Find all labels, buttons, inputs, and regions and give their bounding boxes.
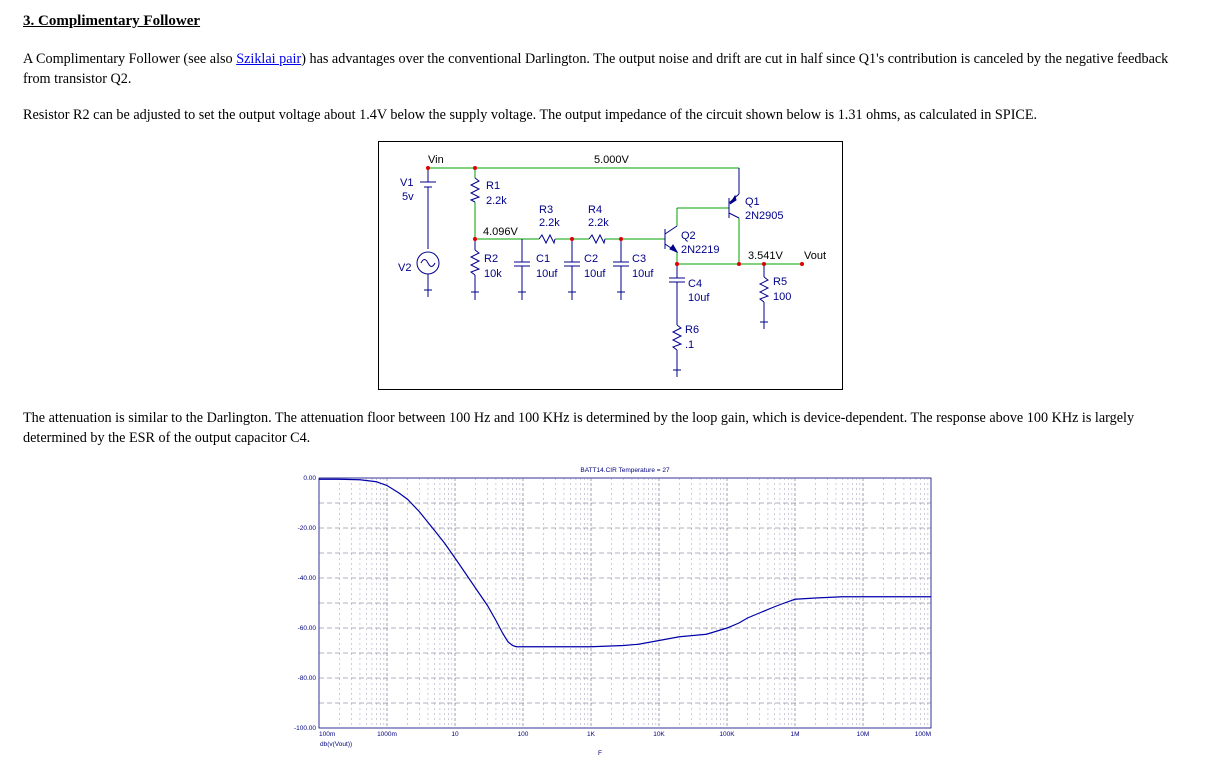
c1-label: C1 <box>536 253 550 265</box>
c3-label: C3 <box>632 253 646 265</box>
r5-label: R5 <box>773 276 787 288</box>
x-tick-label: 1K <box>587 731 596 738</box>
c3-value: 10uf <box>632 268 654 280</box>
intro-text-before: A Complimentary Follower (see also <box>23 51 237 67</box>
y-axis-label: db(v(Vout)) <box>320 741 352 748</box>
c1-value: 10uf <box>536 268 558 280</box>
r2-value: 10k <box>484 268 502 280</box>
x-tick-label: 10K <box>653 731 665 738</box>
x-axis-label: F <box>598 750 602 757</box>
circuit-schematic: Vin 5.000V V1 5v V2 R1 2.2k R3 2.2k R4 2… <box>378 141 843 390</box>
intro-text-after: ) has advantages over the conventional D… <box>23 51 1169 87</box>
r2-label: R2 <box>484 253 498 265</box>
q2-part: 2N2219 <box>681 244 720 256</box>
y-tick-label: -40.00 <box>298 575 317 582</box>
output-voltage-label: 3.541V <box>748 250 784 262</box>
vin-voltage-label: 5.000V <box>594 154 630 166</box>
sziklai-pair-link[interactable]: Sziklai pair <box>236 51 302 67</box>
r2-paragraph: Resistor R2 can be adjusted to set the o… <box>23 107 1038 123</box>
r4-value: 2.2k <box>588 217 609 229</box>
y-tick-label: -80.00 <box>298 675 317 682</box>
x-tick-label: 1000m <box>377 731 397 738</box>
section-heading: 3. Complimentary Follower <box>23 13 201 29</box>
vin-label: Vin <box>428 154 444 166</box>
x-tick-label: 100 <box>518 731 529 738</box>
r6-label: R6 <box>685 324 699 336</box>
chart-title: BATT14.CIR Temperature = 27 <box>580 467 670 474</box>
c4-value: 10uf <box>688 292 710 304</box>
vout-label: Vout <box>804 250 826 262</box>
r3-value: 2.2k <box>539 217 560 229</box>
x-tick-label: 10 <box>451 731 459 738</box>
y-tick-label: -20.00 <box>298 525 317 532</box>
chart-svg: 0.00 -20.00 -40.00 -60.00 -80.00 -100.00 100m… <box>294 467 932 757</box>
y-tick-label: -60.00 <box>298 625 317 632</box>
x-tick-label: 1M <box>790 731 799 738</box>
c4-label: C4 <box>688 278 702 290</box>
schematic-drawing: Vin 5.000V V1 5v V2 R1 2.2k R3 2.2k R4 2… <box>398 154 826 377</box>
v1-value: 5v <box>402 191 414 203</box>
v2-label: V2 <box>398 262 411 274</box>
r3-label: R3 <box>539 204 553 216</box>
y-tick-label: 0.00 <box>303 475 316 482</box>
frequency-response-chart: 0.00 -20.00 -40.00 -60.00 -80.00 -100.00 100m… <box>280 460 940 760</box>
y-tick-label: -100.00 <box>294 725 316 732</box>
q1-part: 2N2905 <box>745 210 784 222</box>
attenuation-paragraph: The attenuation is similar to the Darlin… <box>23 410 1135 446</box>
x-tick-label: 100m <box>319 731 335 738</box>
q2-label: Q2 <box>681 230 696 242</box>
x-tick-label: 10M <box>857 731 870 738</box>
x-tick-label: 100K <box>719 731 735 738</box>
r4-label: R4 <box>588 204 602 216</box>
r1-value: 2.2k <box>486 195 507 207</box>
node-voltage-label: 4.096V <box>483 226 519 238</box>
c2-label: C2 <box>584 253 598 265</box>
v1-label: V1 <box>400 177 413 189</box>
r5-value: 100 <box>773 291 791 303</box>
series-line <box>319 478 931 648</box>
r1-label: R1 <box>486 180 500 192</box>
intro-paragraph: A Complimentary Follower (see also Szikl… <box>23 49 1198 89</box>
c2-value: 10uf <box>584 268 606 280</box>
q1-label: Q1 <box>745 196 760 208</box>
x-tick-label: 100M <box>915 731 931 738</box>
r6-value: .1 <box>685 339 694 351</box>
